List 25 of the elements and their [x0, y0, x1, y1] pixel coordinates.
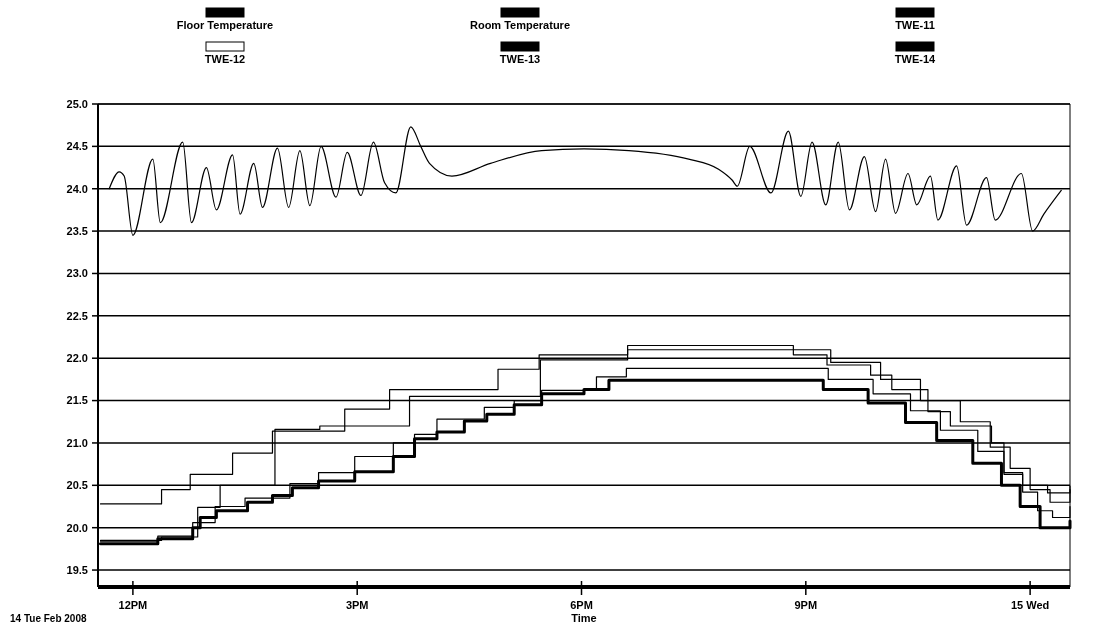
y-tick-label: 24.0 — [66, 182, 88, 195]
y-tick-label: 20.0 — [66, 521, 88, 534]
y-tick-label: 22.0 — [66, 352, 88, 365]
y-tick-label: 21.0 — [66, 436, 88, 449]
legend-label: Room Temperature — [469, 19, 571, 31]
y-tick-label: 21.5 — [66, 394, 88, 407]
y-tick-label: 23.0 — [66, 267, 88, 280]
legend-label: TWE-12 — [204, 53, 246, 65]
text: 14 Tue Feb 2008 — [10, 613, 87, 624]
x-tick-label: 6PM — [570, 599, 593, 611]
legend-label: TWE-11 — [895, 19, 935, 31]
legend-label: TWE-13 — [499, 53, 541, 65]
y-tick-label: 23.5 — [66, 224, 88, 237]
legend-label: Floor Temperature — [176, 19, 274, 31]
x-tick-label: 3PM — [345, 599, 369, 611]
y-tick-label: 22.5 — [66, 309, 88, 322]
x-tick-label: 12PM — [118, 599, 148, 611]
y-tick-label: 19.5 — [66, 563, 88, 576]
y-tick-label: 25.0 — [66, 97, 88, 110]
y-tick-label: 20.5 — [66, 479, 88, 492]
legend-label: TWE-14 — [894, 53, 937, 65]
x-tick-label: 9PM — [794, 599, 818, 611]
x-tick-label: 15 Wed — [1010, 599, 1050, 611]
y-tick-label: 24.5 — [66, 140, 88, 153]
x-axis-title: Time — [571, 612, 597, 624]
